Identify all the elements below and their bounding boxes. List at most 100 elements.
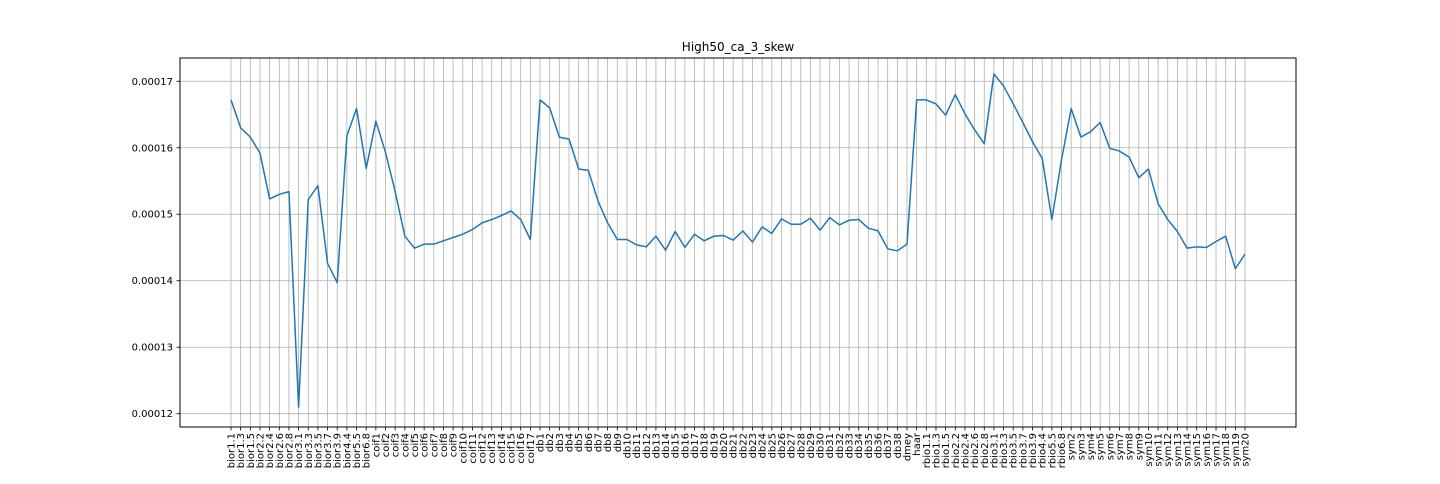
x-tick-label: db28 <box>796 433 807 458</box>
x-tick-label: db8 <box>603 433 614 452</box>
x-tick-label: sym11 <box>1154 433 1165 467</box>
x-tick-label: sym14 <box>1183 433 1194 467</box>
x-tick-label: db4 <box>565 433 576 452</box>
x-tick-label: bior2.6 <box>275 433 286 468</box>
x-tick-label: rbio5.5 <box>1047 433 1058 468</box>
x-tick-label: coif6 <box>420 433 431 457</box>
chart-title: High50_ca_3_skew <box>682 40 795 54</box>
x-tick-label: coif9 <box>449 433 460 457</box>
x-tick-label: db36 <box>874 433 885 458</box>
series <box>230 73 1246 408</box>
x-tick-label: db30 <box>816 433 827 458</box>
x-tick-label: db15 <box>671 433 682 458</box>
x-tick-label: db27 <box>787 433 798 458</box>
x-tick-label: rbio4.4 <box>1038 433 1049 468</box>
x-tick-label: sym7 <box>1115 433 1126 460</box>
x-tick-label: db29 <box>806 433 817 458</box>
y-tick-label: 0.00015 <box>132 210 173 221</box>
x-tick-label: bior3.7 <box>323 433 334 468</box>
y-tick-label: 0.00016 <box>132 143 173 154</box>
x-tick-label: db16 <box>680 433 691 458</box>
series-line <box>230 73 1246 408</box>
x-tick-label: coif1 <box>371 433 382 457</box>
x-tick-label: haar <box>912 432 923 456</box>
x-tick-label: rbio2.4 <box>960 433 971 468</box>
x-tick-label: db24 <box>758 433 769 458</box>
y-tick-label: 0.00017 <box>132 77 173 88</box>
x-tick-label: db6 <box>584 433 595 452</box>
x-tick-label: db31 <box>825 433 836 458</box>
x-tick-label: sym20 <box>1241 433 1252 467</box>
x-tick-label: bior2.4 <box>265 433 276 468</box>
x-tick-label: bior4.4 <box>342 433 353 468</box>
x-tick-label: sym9 <box>1134 433 1145 460</box>
x-tick-label: coif4 <box>400 433 411 457</box>
x-tick-label: sym18 <box>1221 433 1232 467</box>
x-tick-label: db3 <box>555 433 566 452</box>
grid <box>180 58 1296 427</box>
x-tick-label: coif15 <box>507 433 518 464</box>
x-tick-label: db5 <box>574 433 585 452</box>
x-tick-label: bior1.5 <box>246 433 257 468</box>
x-tick-label: sym16 <box>1202 433 1213 467</box>
x-tick-label: rbio2.2 <box>951 433 962 468</box>
x-tick-label: db34 <box>854 433 865 458</box>
x-tick-label: db10 <box>622 433 633 458</box>
plot-frame <box>179 57 1297 428</box>
x-tick-label: bior3.1 <box>294 433 305 468</box>
x-tick-label: db20 <box>719 433 730 458</box>
x-tick-label: sym10 <box>1144 433 1155 467</box>
x-tick-label: coif5 <box>410 433 421 457</box>
y-tick-label: 0.00012 <box>132 409 173 420</box>
x-tick-label: sym3 <box>1076 433 1087 460</box>
x-tick-label: bior5.5 <box>352 433 363 468</box>
x-tick-label: db9 <box>613 433 624 452</box>
x-tick-label: rbio3.5 <box>1009 433 1020 468</box>
y-tick-label: 0.00013 <box>132 343 173 354</box>
x-tick-label: db18 <box>700 433 711 458</box>
x-tick-label: db11 <box>632 433 643 458</box>
x-tick-label: db17 <box>690 433 701 458</box>
x-tick-label: db19 <box>709 433 720 458</box>
x-tick-label: rbio2.8 <box>980 433 991 468</box>
x-tick-label: sym2 <box>1067 433 1078 460</box>
x-tick-label: coif10 <box>458 433 469 464</box>
x-tick-label: db33 <box>845 433 856 458</box>
x-tick-label: coif17 <box>526 433 537 464</box>
x-tick-label: db14 <box>661 433 672 458</box>
x-tick-label: sym4 <box>1086 433 1097 460</box>
x-tick-label: rbio1.3 <box>931 433 942 468</box>
x-tick-label: sym8 <box>1125 433 1136 460</box>
x-tick-label: rbio6.8 <box>1057 433 1068 468</box>
x-tick-label: coif16 <box>516 433 527 464</box>
x-tick-label: coif3 <box>391 433 402 457</box>
x-tick-label: bior3.9 <box>333 433 344 468</box>
x-tick-label: rbio3.3 <box>999 433 1010 468</box>
x-tick-label: rbio3.1 <box>989 433 1000 468</box>
x-tick-label: bior1.1 <box>227 433 238 468</box>
x-tick-label: db22 <box>738 433 749 458</box>
x-tick-label: db37 <box>883 433 894 458</box>
x-tick-label: db7 <box>593 433 604 452</box>
x-tick-label: coif11 <box>468 433 479 464</box>
x-tick-label: db2 <box>545 433 556 452</box>
x-tick-label: coif8 <box>439 433 450 457</box>
x-tick-label: coif13 <box>487 433 498 464</box>
x-tick-label: db12 <box>642 433 653 458</box>
x-tick-label: rbio1.1 <box>922 433 933 468</box>
x-tick-label: sym12 <box>1163 433 1174 467</box>
x-tick-label: coif7 <box>429 433 440 457</box>
x-tick-label: db13 <box>651 433 662 458</box>
x-tick-label: bior2.2 <box>255 433 266 468</box>
y-tick-label: 0.00014 <box>132 276 173 287</box>
x-tick-label: db25 <box>767 433 778 458</box>
x-tick-label: bior2.8 <box>284 433 295 468</box>
x-tick-label: db23 <box>748 433 759 458</box>
x-tick-label: dmey <box>903 433 914 461</box>
x-tick-label: rbio3.9 <box>1028 433 1039 468</box>
x-tick-label: db1 <box>536 433 547 452</box>
x-tick-label: db35 <box>864 433 875 458</box>
x-tick-label: db26 <box>777 433 788 458</box>
x-tick-label: sym13 <box>1173 433 1184 467</box>
